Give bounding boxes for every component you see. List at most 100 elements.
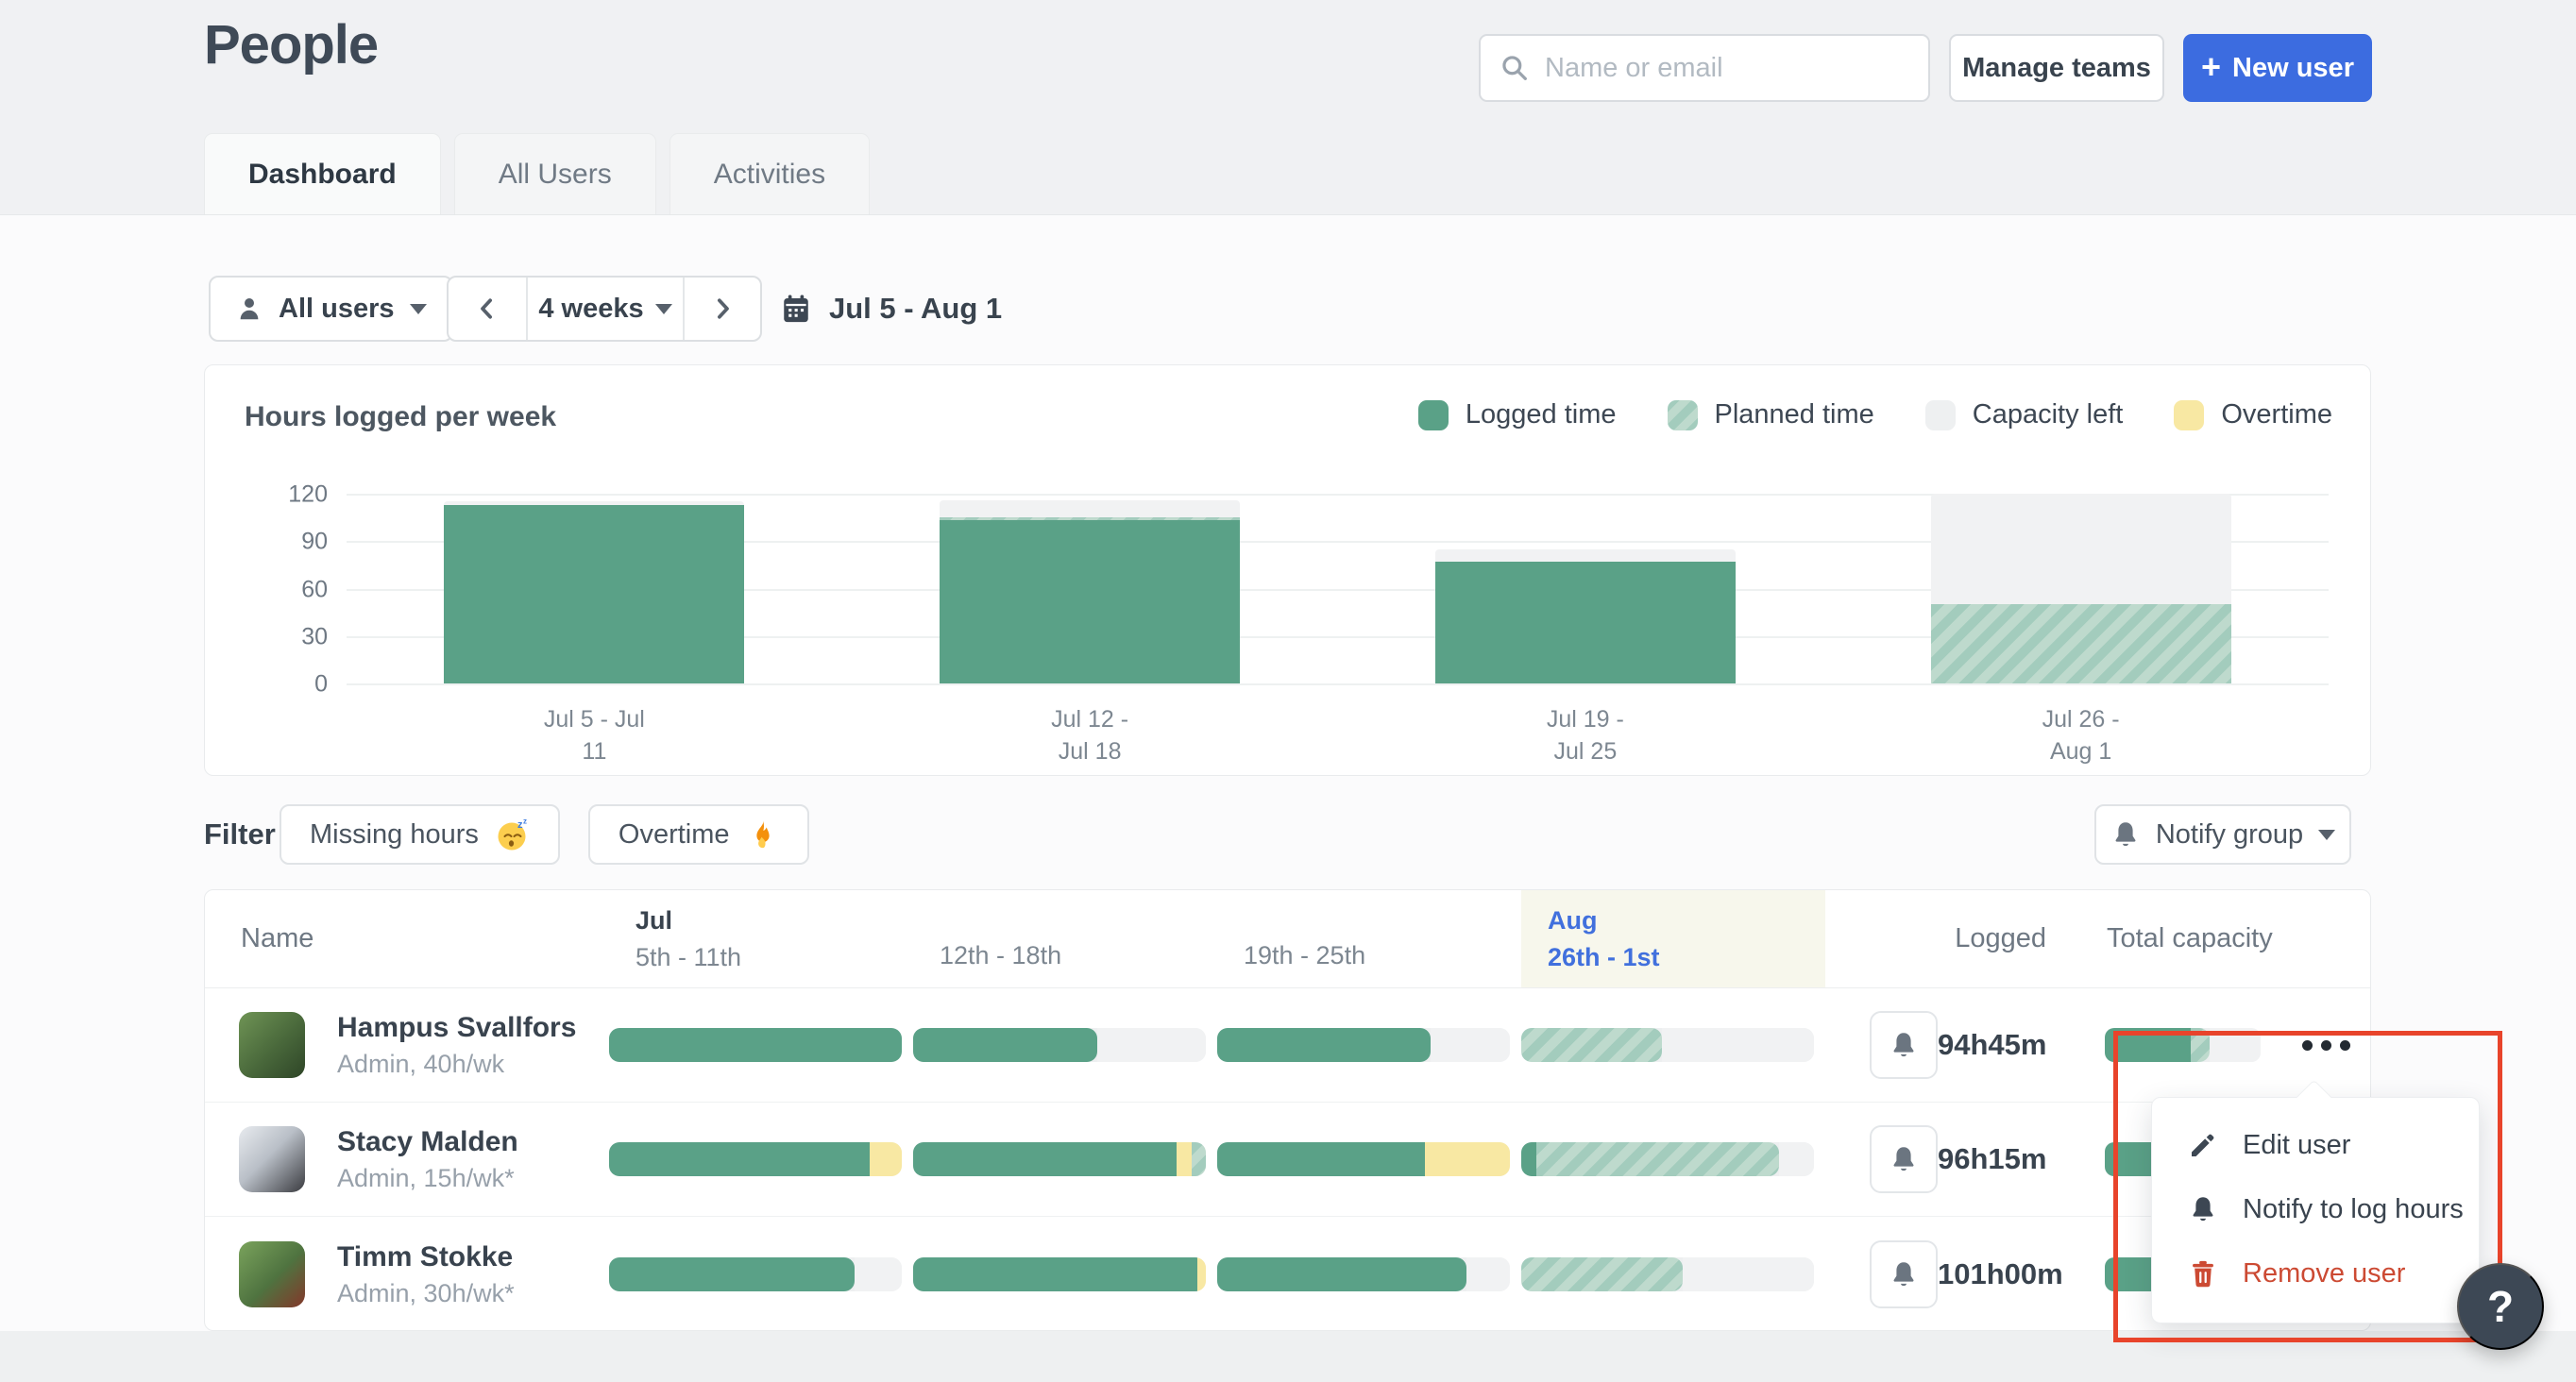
legend-item-overtime: Overtime xyxy=(2174,399,2332,430)
capacity-bar-segment-logged xyxy=(2105,1028,2191,1062)
legend-swatch-capacity xyxy=(1924,399,1956,430)
table-row-stacy-malden: Stacy Malden Admin, 15h/wk* 96h15m xyxy=(205,1103,2370,1217)
fire-emoji xyxy=(747,818,779,851)
date-range-label: Jul 5 - Aug 1 xyxy=(829,292,1003,325)
user-cell: Stacy Malden Admin, 15h/wk* xyxy=(205,1103,609,1216)
help-label: ? xyxy=(2486,1282,2515,1331)
range-dropdown[interactable]: 4 weeks xyxy=(528,278,683,340)
user-meta: Admin, 40h/wk xyxy=(337,1050,505,1078)
chip-label: Missing hours xyxy=(310,818,479,850)
search-box[interactable] xyxy=(1479,34,1930,102)
user-name-block: Timm Stokke Admin, 30h/wk* xyxy=(337,1240,515,1308)
search-input[interactable] xyxy=(1543,51,1909,85)
logged-value: 96h15m xyxy=(1938,1142,2047,1175)
week-bar-segment-logged xyxy=(913,1028,1098,1062)
week-bar-cell-2 xyxy=(913,1103,1217,1216)
notify-group-label: Notify group xyxy=(2155,818,2304,850)
tab-dashboard[interactable]: Dashboard xyxy=(204,133,441,214)
menu-item-edit-user[interactable]: Edit user xyxy=(2152,1113,2479,1177)
week-bar-cell-3 xyxy=(1217,988,1521,1102)
week-bar-track xyxy=(1217,1028,1510,1062)
table-header-row: Name Jul 5th - 11th 12th - 18th 19th - 25th A… xyxy=(205,890,2370,988)
chart-bar-jul-19-jul-25 xyxy=(1338,495,1834,684)
column-header-week-19th-25th: 19th - 25th xyxy=(1217,890,1521,987)
x-label-line: 11 xyxy=(582,738,607,765)
week-bar-cell-1 xyxy=(609,1217,913,1330)
x-axis-tick-label: Jul 19 - Jul 25 xyxy=(1338,703,1834,767)
legend-label: Overtime xyxy=(2221,399,2332,430)
week-header-month: Aug xyxy=(1548,905,1598,935)
week-header-days: 5th - 11th xyxy=(636,942,742,971)
calendar-icon xyxy=(780,293,812,325)
filter-chip-overtime[interactable]: Overtime xyxy=(587,804,809,865)
notify-user-button[interactable] xyxy=(1870,1011,1938,1079)
filter-chip-missing-hours[interactable]: Missing hours z z xyxy=(280,804,560,865)
new-user-label: New user xyxy=(2232,52,2354,83)
bar-segment-planned xyxy=(940,517,1241,521)
chip-label: Overtime xyxy=(618,818,730,850)
notify-user-button[interactable] xyxy=(1870,1125,1938,1193)
column-header-total-capacity: Total capacity xyxy=(2107,923,2273,953)
user-name: Timm Stokke xyxy=(337,1240,514,1272)
x-axis-tick-label: Jul 5 - Jul 11 xyxy=(347,703,842,767)
svg-text:z: z xyxy=(517,819,523,831)
row-actions-menu: Edit user Notify to log hours Remove user xyxy=(2151,1079,2480,1323)
menu-item-notify-to-log-hours[interactable]: Notify to log hours xyxy=(2152,1177,2479,1241)
week-range-segmented-control: 4 weeks xyxy=(447,276,762,342)
notify-group-button[interactable]: Notify group xyxy=(2094,804,2351,865)
capacity-bar-track xyxy=(2105,1028,2261,1062)
menu-item-label: Notify to log hours xyxy=(2243,1193,2464,1224)
users-filter-button[interactable]: All users xyxy=(209,276,453,342)
column-header-name: Name xyxy=(241,923,314,953)
filter-chips: Missing hours z z Overtime xyxy=(280,804,809,865)
manage-teams-button[interactable]: Manage teams xyxy=(1949,34,2164,102)
bar-stack xyxy=(940,499,1241,683)
next-period-button[interactable] xyxy=(683,278,760,340)
chevron-down-icon xyxy=(2318,829,2336,840)
dot xyxy=(2321,1039,2331,1051)
week-bar-cell-2 xyxy=(913,988,1217,1102)
user-meta: Admin, 15h/wk* xyxy=(337,1164,515,1192)
capacity-bar-segment-capacity xyxy=(2209,1028,2261,1062)
table-row-timm-stokke: Timm Stokke Admin, 30h/wk* 101h00m xyxy=(205,1217,2370,1330)
row-actions-button[interactable] xyxy=(2298,1031,2354,1060)
tab-label: All Users xyxy=(498,158,612,190)
svg-text:z: z xyxy=(523,817,527,826)
tab-activities[interactable]: Activities xyxy=(669,133,871,214)
chart-gridline xyxy=(347,683,2329,685)
bar-stack xyxy=(1434,548,1736,683)
notify-user-button[interactable] xyxy=(1870,1239,1938,1308)
week-bar-track xyxy=(913,1028,1206,1062)
week-bar-segment-capacity xyxy=(1431,1028,1510,1062)
y-axis-tick-label: 60 xyxy=(301,576,328,602)
logged-value: 101h00m xyxy=(1938,1256,2063,1290)
x-label-line: Jul 12 - xyxy=(1051,706,1129,733)
help-button[interactable]: ? xyxy=(2457,1263,2544,1350)
week-bar-segment-capacity xyxy=(1466,1256,1510,1291)
column-header-week-5th-11th: Jul 5th - 11th xyxy=(609,890,913,987)
week-bar-track xyxy=(609,1256,902,1291)
chart-x-axis-labels: Jul 5 - Jul 11 Jul 12 - Jul 18 Jul 19 - Jul 2… xyxy=(347,703,2329,767)
week-bar-segment-logged xyxy=(1217,1256,1466,1291)
tab-all-users[interactable]: All Users xyxy=(453,133,656,214)
week-bar-segment-logged xyxy=(1521,1142,1536,1176)
x-axis-tick-label: Jul 26 - Aug 1 xyxy=(1833,703,2329,767)
bar-segment-planned xyxy=(1930,604,2231,683)
total-capacity-cell xyxy=(2078,988,2370,1102)
week-bar-segment-logged xyxy=(1217,1028,1432,1062)
menu-item-remove-user[interactable]: Remove user xyxy=(2152,1241,2479,1306)
capacity-bar-segment-planned xyxy=(2190,1028,2210,1062)
y-axis-tick-label: 0 xyxy=(314,670,328,698)
menu-item-label: Edit user xyxy=(2243,1129,2351,1160)
tab-label: Activities xyxy=(713,158,826,190)
week-bar-segment-capacity xyxy=(1097,1028,1206,1062)
avatar xyxy=(239,1240,305,1307)
column-header-logged: Logged xyxy=(1955,923,2046,953)
new-user-button[interactable]: + New user xyxy=(2183,34,2372,102)
legend-label: Logged time xyxy=(1465,399,1617,430)
x-axis-tick-label: Jul 12 - Jul 18 xyxy=(842,703,1338,767)
previous-period-button[interactable] xyxy=(449,278,528,340)
week-bar-track xyxy=(913,1256,1206,1291)
x-label-line: Jul 18 xyxy=(1058,738,1122,765)
week-bar-segment-logged xyxy=(609,1256,856,1291)
